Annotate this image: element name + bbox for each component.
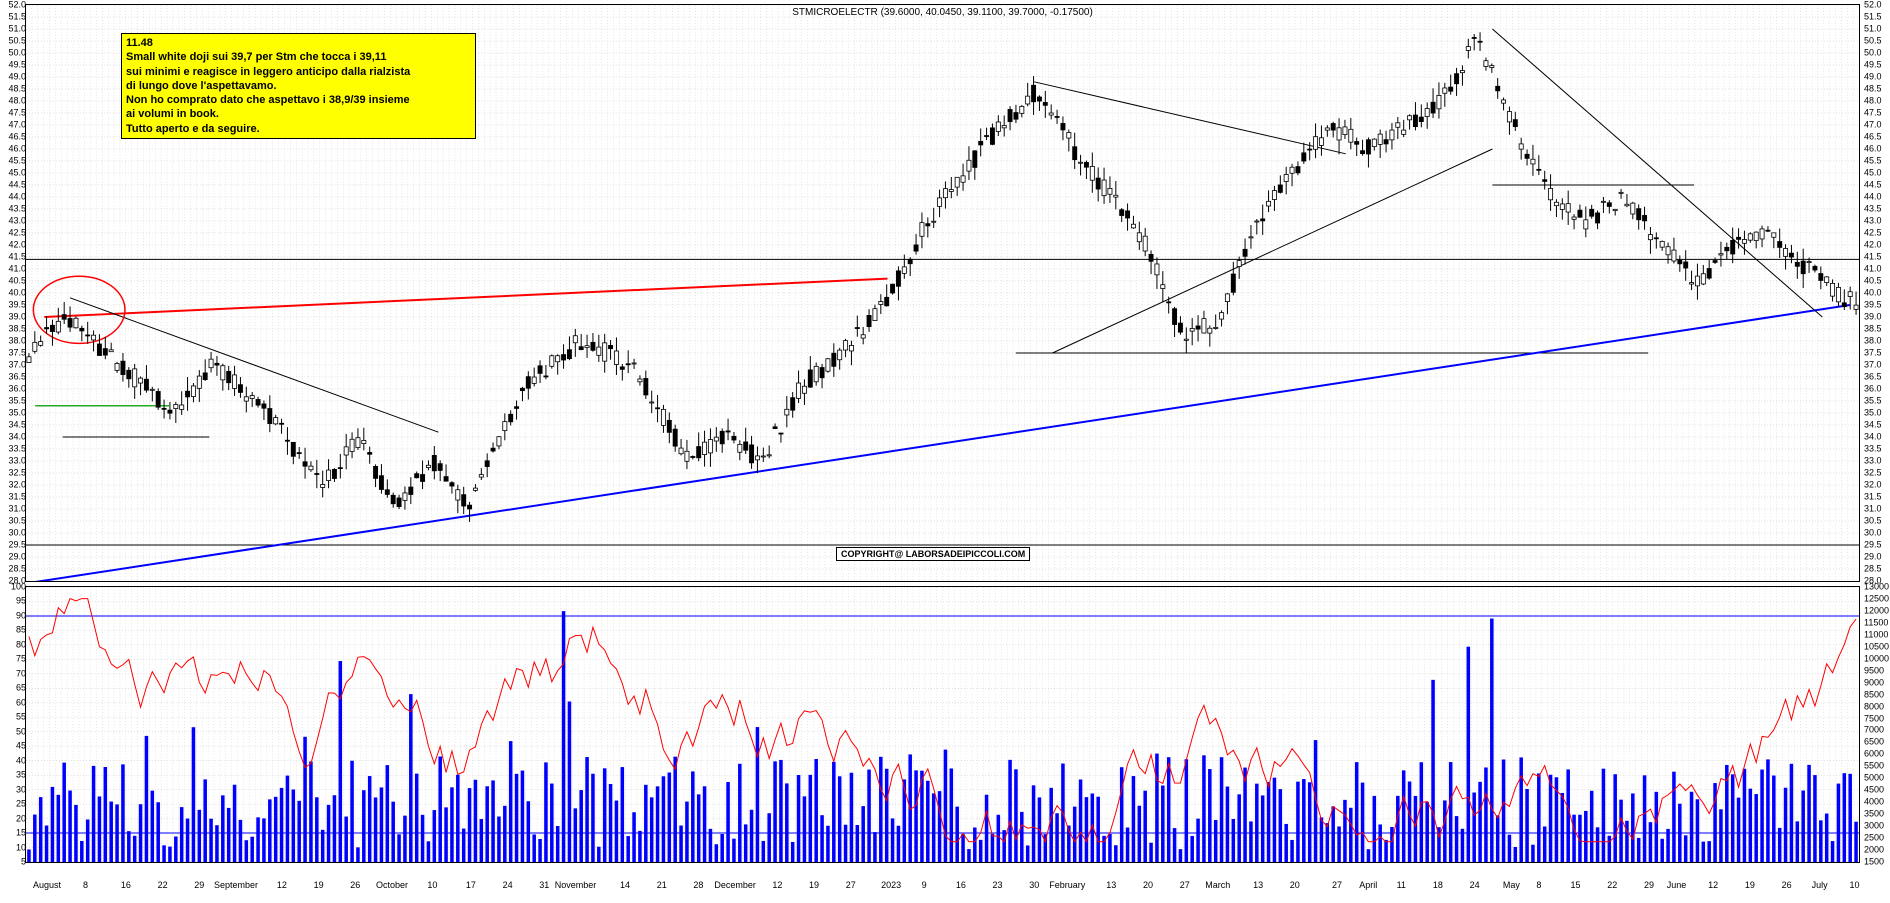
volume-axis-left: 5101520253035404550556065707580859095100	[1, 587, 26, 862]
volume-plot[interactable]	[26, 587, 1859, 862]
x-axis: August8162229September121926October10172…	[25, 878, 1860, 903]
price-axis-left: 28.028.529.029.530.030.531.031.532.032.5…	[1, 5, 26, 581]
chart-container: STMICROELECTR (39.6000, 40.0450, 39.1100…	[25, 4, 1860, 878]
volume-axis-right: 1500200025003000350040004500500055006000…	[1864, 587, 1889, 862]
annotation-box: 11.48Small white doji sui 39,7 per Stm c…	[121, 33, 476, 139]
price-panel[interactable]: STMICROELECTR (39.6000, 40.0450, 39.1100…	[25, 4, 1860, 582]
copyright-label: COPYRIGHT@ LABORSADEIPICCOLI.COM	[836, 547, 1030, 561]
price-axis-right: 28.028.529.029.530.030.531.031.532.032.5…	[1864, 5, 1889, 581]
volume-panel[interactable]: 5101520253035404550556065707580859095100…	[25, 586, 1860, 863]
chart-title: STMICROELECTR (39.6000, 40.0450, 39.1100…	[792, 7, 1093, 18]
